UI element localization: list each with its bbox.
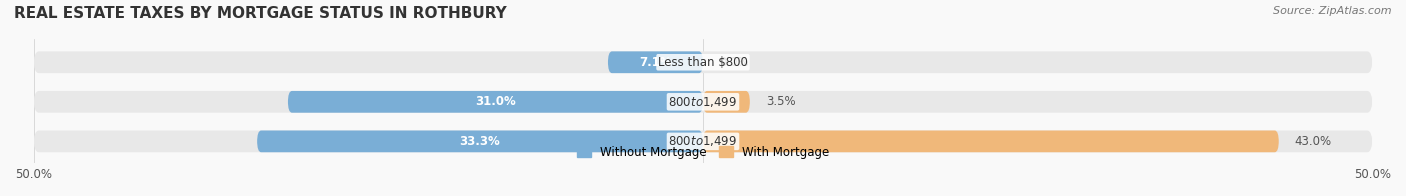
FancyBboxPatch shape	[34, 91, 1372, 113]
Text: 3.5%: 3.5%	[766, 95, 796, 108]
Text: 0.0%: 0.0%	[718, 56, 748, 69]
FancyBboxPatch shape	[607, 51, 703, 73]
FancyBboxPatch shape	[703, 131, 1279, 152]
Text: REAL ESTATE TAXES BY MORTGAGE STATUS IN ROTHBURY: REAL ESTATE TAXES BY MORTGAGE STATUS IN …	[14, 6, 506, 21]
Text: Source: ZipAtlas.com: Source: ZipAtlas.com	[1274, 6, 1392, 16]
FancyBboxPatch shape	[34, 51, 1372, 73]
Text: Less than $800: Less than $800	[658, 56, 748, 69]
Text: 33.3%: 33.3%	[460, 135, 501, 148]
FancyBboxPatch shape	[34, 131, 1372, 152]
FancyBboxPatch shape	[703, 91, 749, 113]
Text: 7.1%: 7.1%	[640, 56, 672, 69]
Text: $800 to $1,499: $800 to $1,499	[668, 95, 738, 109]
FancyBboxPatch shape	[288, 91, 703, 113]
Legend: Without Mortgage, With Mortgage: Without Mortgage, With Mortgage	[572, 141, 834, 163]
Text: $800 to $1,499: $800 to $1,499	[668, 134, 738, 148]
Text: 43.0%: 43.0%	[1295, 135, 1331, 148]
FancyBboxPatch shape	[257, 131, 703, 152]
Text: 31.0%: 31.0%	[475, 95, 516, 108]
